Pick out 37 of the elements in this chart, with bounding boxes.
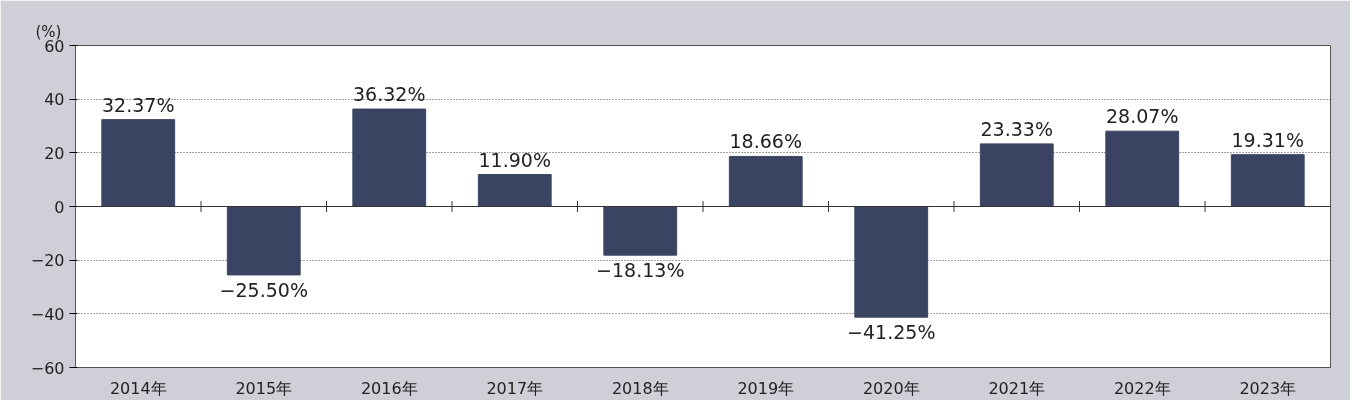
bar: [1230, 154, 1305, 207]
x-tick-label: 2018年: [611, 378, 669, 398]
data-label: −18.13%: [596, 259, 685, 282]
x-tick-label: 2017年: [486, 378, 544, 398]
x-tick-label: 2022年: [1113, 378, 1171, 398]
x-tick-label: 2019年: [737, 378, 795, 398]
x-tick-label: 2015年: [235, 378, 293, 398]
bar: [854, 206, 929, 318]
data-label: 23.33%: [980, 117, 1053, 140]
y-tick-label: −40: [30, 304, 65, 324]
bar: [352, 108, 427, 207]
x-tick-label: 2014年: [109, 378, 167, 398]
data-label: 36.32%: [353, 83, 426, 106]
data-label: 28.07%: [1106, 105, 1179, 128]
y-tick-label: 40: [44, 90, 65, 110]
y-axis-title: (%): [35, 22, 62, 41]
data-label: 18.66%: [729, 130, 802, 153]
x-tick-label: 2023年: [1239, 378, 1297, 398]
bar: [979, 143, 1054, 207]
y-tick-label: −60: [30, 358, 65, 378]
y-tick-label: −20: [30, 251, 65, 271]
data-label: 32.37%: [102, 93, 175, 116]
data-label: 11.90%: [478, 148, 551, 171]
y-tick-label: 20: [44, 143, 65, 163]
x-tick-label: 2016年: [360, 378, 418, 398]
data-label: −25.50%: [219, 278, 308, 301]
x-tick-label: 2021年: [988, 378, 1046, 398]
bar: [101, 119, 176, 207]
data-label: 19.31%: [1231, 128, 1304, 151]
data-label: −41.25%: [847, 321, 936, 344]
bar: [728, 155, 803, 207]
y-tick-label: 0: [54, 197, 65, 217]
bar: [477, 174, 552, 207]
bar: [603, 206, 678, 256]
x-tick-label: 2020年: [862, 378, 920, 398]
bar: [226, 206, 301, 276]
bar: [1105, 130, 1180, 207]
